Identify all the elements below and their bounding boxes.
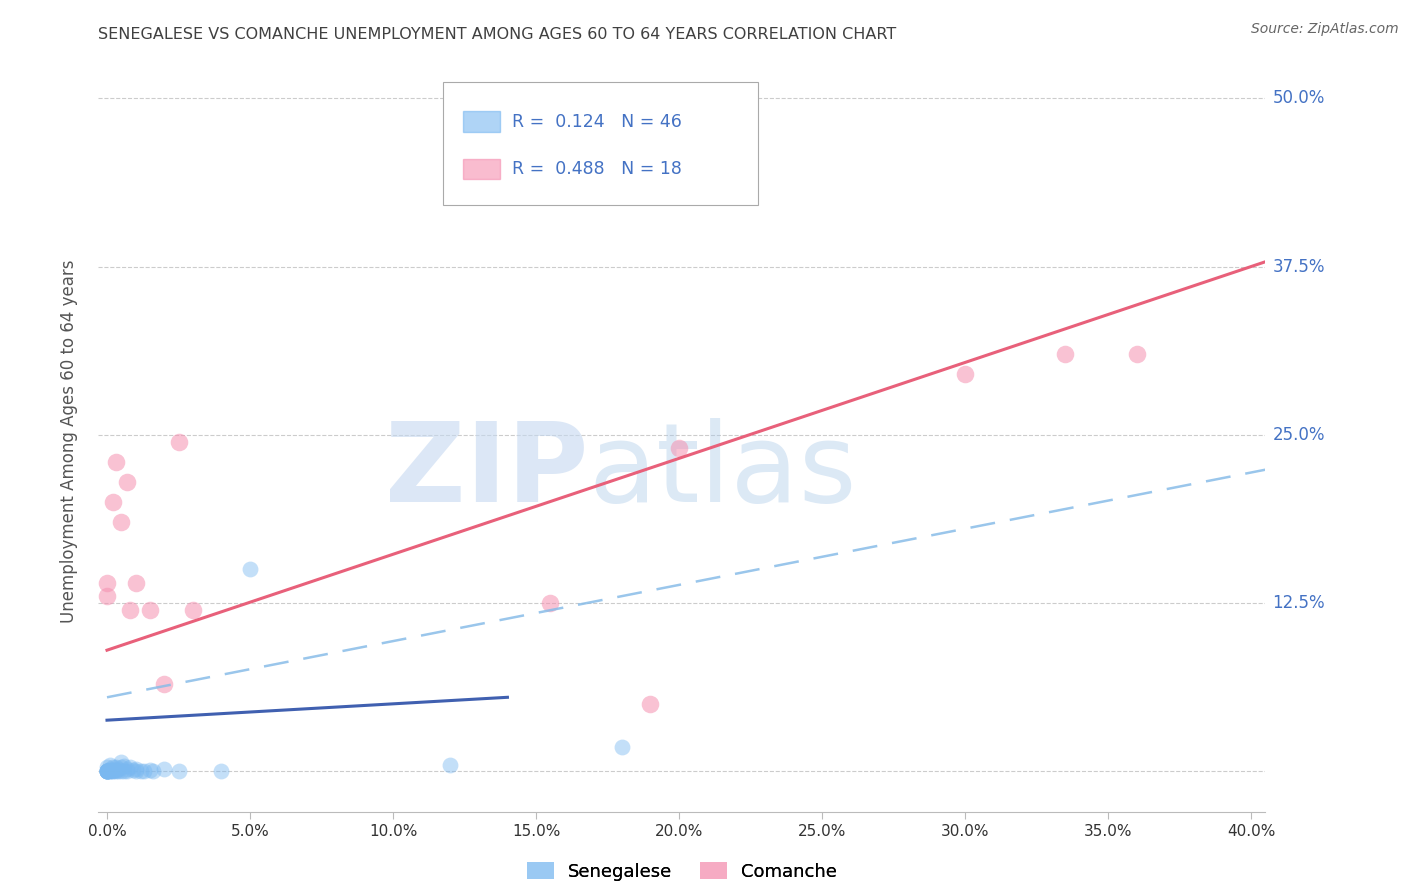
Point xyxy=(112,759,135,773)
Point xyxy=(115,475,138,489)
Text: SENEGALESE VS COMANCHE UNEMPLOYMENT AMONG AGES 60 TO 64 YEARS CORRELATION CHART: SENEGALESE VS COMANCHE UNEMPLOYMENT AMON… xyxy=(98,27,897,42)
Point xyxy=(104,764,127,779)
Point xyxy=(139,603,162,617)
Point xyxy=(131,764,153,779)
Point xyxy=(110,516,132,530)
Point xyxy=(96,764,118,779)
Bar xyxy=(463,112,501,132)
Point xyxy=(96,764,118,779)
Text: 12.5%: 12.5% xyxy=(1272,594,1324,612)
Legend: Senegalese, Comanche: Senegalese, Comanche xyxy=(520,855,844,888)
Point xyxy=(98,764,121,779)
Bar xyxy=(463,159,501,179)
Text: atlas: atlas xyxy=(589,417,858,524)
Point xyxy=(104,763,127,777)
Point xyxy=(139,763,162,777)
Point xyxy=(110,760,132,774)
Point xyxy=(118,760,141,774)
Point xyxy=(107,762,129,776)
Point xyxy=(153,677,176,691)
Point xyxy=(96,590,118,604)
Point xyxy=(134,764,156,779)
Point xyxy=(181,603,204,617)
Point xyxy=(101,764,124,779)
Point xyxy=(104,455,127,469)
Point xyxy=(668,442,690,456)
Point xyxy=(167,764,190,779)
Point xyxy=(98,762,121,776)
Point xyxy=(96,764,118,779)
Point xyxy=(239,562,262,576)
Point xyxy=(96,764,118,779)
Point xyxy=(124,762,146,776)
Point xyxy=(96,760,118,774)
Text: R =  0.488   N = 18: R = 0.488 N = 18 xyxy=(512,160,682,178)
Text: ZIP: ZIP xyxy=(385,417,589,524)
Point xyxy=(124,764,146,779)
Point xyxy=(640,697,662,711)
Point xyxy=(101,495,124,509)
Point xyxy=(101,760,124,774)
Point xyxy=(1125,347,1147,361)
Point xyxy=(104,760,127,774)
Point xyxy=(98,757,121,772)
Point xyxy=(110,764,132,779)
Text: Source: ZipAtlas.com: Source: ZipAtlas.com xyxy=(1251,22,1399,37)
Point xyxy=(209,764,232,779)
Point xyxy=(96,764,118,779)
Point xyxy=(96,764,118,779)
Point xyxy=(439,757,461,772)
Point xyxy=(96,575,118,590)
Text: 37.5%: 37.5% xyxy=(1272,258,1324,276)
Point xyxy=(121,763,143,777)
Point xyxy=(124,575,146,590)
Point xyxy=(107,764,129,779)
Point xyxy=(98,764,121,779)
Point xyxy=(538,596,561,610)
Text: R =  0.124   N = 46: R = 0.124 N = 46 xyxy=(512,112,682,131)
Point xyxy=(153,762,176,776)
Point xyxy=(101,763,124,777)
Point xyxy=(96,764,118,779)
Point xyxy=(1054,347,1077,361)
Point xyxy=(110,755,132,769)
Point xyxy=(96,764,118,779)
FancyBboxPatch shape xyxy=(443,82,758,204)
Point xyxy=(142,764,165,779)
Point xyxy=(953,368,976,382)
Text: 25.0%: 25.0% xyxy=(1272,425,1324,444)
Point xyxy=(98,764,121,779)
Point xyxy=(112,764,135,779)
Point xyxy=(610,740,633,755)
Text: 50.0%: 50.0% xyxy=(1272,89,1324,107)
Point xyxy=(167,434,190,449)
Point xyxy=(101,764,124,779)
Point xyxy=(96,764,118,779)
Point xyxy=(115,764,138,779)
Point xyxy=(118,603,141,617)
Y-axis label: Unemployment Among Ages 60 to 64 years: Unemployment Among Ages 60 to 64 years xyxy=(59,260,77,624)
Point xyxy=(115,762,138,776)
